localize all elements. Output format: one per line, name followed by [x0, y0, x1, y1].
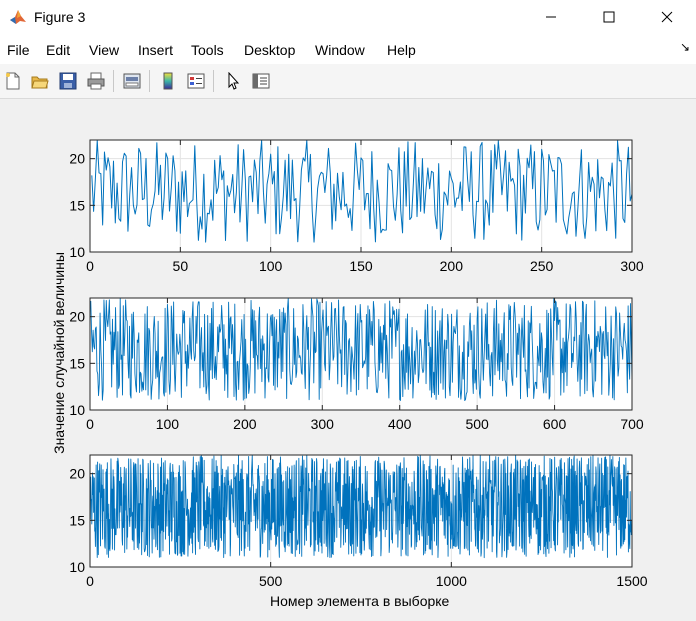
maximize-icon — [603, 11, 615, 23]
minimize-button[interactable] — [528, 0, 574, 34]
x-tick-label: 150 — [349, 258, 373, 274]
axes-frame — [89, 297, 633, 411]
colorbar-button[interactable] — [157, 70, 179, 92]
x-tick-label: 1000 — [436, 573, 467, 589]
select-pointer-button[interactable] — [222, 70, 244, 92]
menu-tools[interactable]: Tools — [191, 42, 224, 58]
menu-file[interactable]: File — [7, 42, 30, 58]
y-tick-label: 20 — [69, 151, 85, 167]
x-tick-label: 200 — [440, 258, 464, 274]
x-tick-label: 200 — [233, 416, 257, 432]
print-button[interactable] — [85, 70, 107, 92]
y-tick-label: 20 — [69, 309, 85, 325]
colorbar-icon — [163, 72, 173, 90]
print-preview-button[interactable] — [121, 70, 143, 92]
window-title: Figure 3 — [34, 9, 86, 25]
menu-desktop[interactable]: Desktop — [244, 42, 296, 58]
menu-help[interactable]: Help — [387, 42, 416, 58]
y-tick-label: 15 — [69, 512, 85, 528]
print-preview-icon — [123, 73, 141, 89]
x-tick-label: 700 — [620, 416, 644, 432]
subplot-1: 0 50 100 150 200 250 300 10 15 20 — [69, 139, 644, 274]
y-tick-label: 10 — [69, 559, 85, 575]
x-tick-label: 1500 — [616, 573, 647, 589]
x-tick-label: 100 — [259, 258, 283, 274]
menu-insert[interactable]: Insert — [138, 42, 174, 58]
legend-button[interactable] — [185, 70, 207, 92]
x-axis-label: Номер элемента в выборке — [270, 593, 450, 609]
menu-edit[interactable]: Edit — [46, 42, 71, 58]
save-button[interactable] — [57, 70, 79, 92]
x-tick-label: 600 — [543, 416, 567, 432]
matlab-logo-icon — [9, 8, 27, 26]
axes-frame — [89, 454, 633, 568]
x-tick-label: 500 — [259, 573, 283, 589]
maximize-button[interactable] — [586, 0, 632, 34]
y-tick-label: 15 — [69, 355, 85, 371]
y-tick-label: 20 — [69, 466, 85, 482]
x-tick-label: 50 — [173, 258, 189, 274]
y-tick-label: 15 — [69, 197, 85, 213]
close-icon — [661, 11, 673, 23]
series-line — [91, 140, 632, 243]
x-tick-label: 0 — [86, 416, 94, 432]
figure-toolbar — [0, 64, 696, 99]
x-tick-label: 300 — [311, 416, 335, 432]
series-line — [90, 455, 632, 559]
select-pointer-icon — [228, 72, 240, 90]
minimize-icon — [546, 16, 556, 18]
x-tick-label: 100 — [156, 416, 180, 432]
property-editor-button[interactable] — [250, 70, 272, 92]
title-bar: Figure 3 — [0, 0, 696, 34]
toolbar-separator — [149, 70, 150, 92]
toolbar-separator — [113, 70, 114, 92]
x-tick-label: 0 — [86, 258, 94, 274]
close-button[interactable] — [644, 0, 690, 34]
x-tick-label: 250 — [530, 258, 554, 274]
y-tick-label: 10 — [69, 402, 85, 418]
property-editor-icon — [252, 73, 270, 89]
open-file-button[interactable] — [29, 70, 51, 92]
menu-window[interactable]: Window — [315, 42, 365, 58]
new-figure-button[interactable] — [2, 70, 24, 92]
x-tick-label: 300 — [620, 258, 644, 274]
new-figure-icon — [6, 72, 20, 90]
x-tick-label: 400 — [388, 416, 412, 432]
y-tick-label: 10 — [69, 244, 85, 260]
dock-arrow-icon[interactable]: ↘ — [680, 40, 691, 54]
x-tick-label: 0 — [86, 573, 94, 589]
legend-icon — [187, 73, 205, 89]
y-axis-label: Значение случайной величины — [51, 252, 67, 454]
x-tick-label: 500 — [465, 416, 489, 432]
toolbar-separator — [213, 70, 214, 92]
print-icon — [87, 72, 105, 90]
subplot-3: 0 500 1000 1500 10 15 20 — [69, 454, 648, 589]
menu-bar: File Edit View Insert Tools Desktop Wind… — [0, 34, 696, 64]
save-icon — [59, 72, 77, 90]
menu-view[interactable]: View — [89, 42, 120, 58]
series-line — [90, 298, 632, 402]
subplot-2: 0 100 200 300 400 500 600 700 10 15 20 — [69, 297, 644, 432]
open-file-icon — [31, 76, 49, 89]
